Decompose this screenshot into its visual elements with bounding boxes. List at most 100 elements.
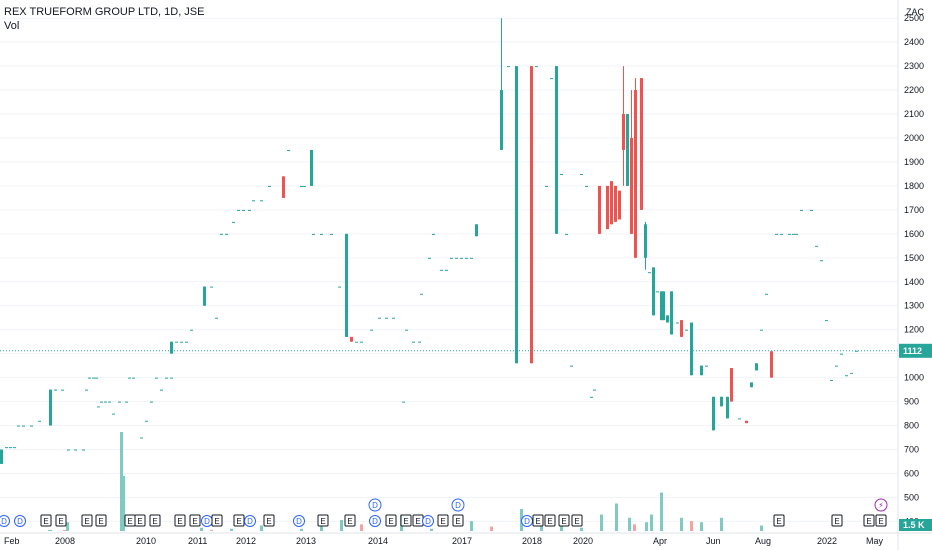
candle-body — [614, 185, 617, 222]
earnings-marker-label: E — [535, 517, 540, 526]
dividend-marker-icon[interactable]: D — [244, 515, 256, 527]
candle — [765, 293, 768, 295]
dividend-marker-label: D — [247, 517, 253, 526]
volume-bar — [560, 525, 563, 531]
earnings-marker-icon[interactable]: E — [400, 514, 412, 527]
dividend-marker-icon[interactable]: D — [369, 515, 381, 527]
candle — [61, 389, 64, 391]
candle — [282, 176, 285, 198]
candle — [203, 286, 206, 306]
earnings-marker-icon[interactable]: E — [317, 514, 329, 527]
earnings-marker-icon[interactable]: E — [211, 514, 223, 527]
earnings-marker-icon[interactable]: E — [831, 514, 843, 527]
candle — [402, 401, 405, 403]
candle-body — [745, 420, 748, 424]
candle-body — [125, 401, 128, 403]
volume-bar — [360, 524, 363, 531]
candle — [475, 224, 478, 237]
earnings-marker-icon[interactable]: E — [558, 514, 570, 527]
candle-body — [765, 293, 768, 295]
x-tick-label: 2014 — [368, 536, 388, 546]
candle-body — [815, 245, 818, 247]
earnings-marker-icon[interactable]: E — [385, 514, 397, 527]
candle-body — [460, 257, 463, 259]
earnings-marker-icon[interactable]: E — [124, 514, 136, 527]
earnings-marker-label: E — [776, 517, 781, 526]
candle — [412, 341, 415, 343]
volume-bar — [48, 530, 51, 531]
earnings-marker-icon[interactable]: E — [134, 514, 146, 527]
earnings-marker-icon[interactable]: E — [875, 514, 887, 527]
dividend-marker-icon[interactable]: D — [368, 498, 382, 512]
dividend-marker-icon[interactable]: D — [0, 515, 10, 527]
candle-body — [150, 401, 153, 403]
candle-body — [61, 389, 64, 391]
earnings-marker-label: E — [192, 517, 197, 526]
earnings-marker-icon[interactable]: E — [189, 514, 201, 527]
dividend-marker-icon[interactable]: D — [293, 515, 305, 527]
earnings-marker-icon[interactable]: E — [95, 514, 107, 527]
earnings-marker-icon[interactable]: E — [412, 514, 424, 527]
earnings-marker-icon[interactable]: E — [55, 514, 67, 527]
candle — [310, 149, 313, 186]
dividend-marker-icon[interactable]: D — [422, 515, 434, 527]
candle-body — [676, 322, 679, 324]
dividend-marker-circle — [422, 515, 434, 527]
earnings-marker-icon[interactable]: E — [544, 514, 556, 527]
earnings-marker-icon[interactable]: E — [863, 514, 875, 527]
dividend-marker-icon[interactable]: D — [201, 515, 213, 527]
earnings-marker-label: E — [347, 517, 352, 526]
volume-bar — [66, 522, 69, 531]
candle — [618, 190, 621, 220]
candle — [845, 375, 848, 377]
earnings-marker-icon[interactable]: E — [174, 514, 186, 527]
candle-body — [215, 317, 218, 319]
candle — [850, 372, 853, 374]
earnings-marker-icon[interactable]: E — [263, 514, 275, 527]
earnings-marker-label: E — [866, 517, 871, 526]
earnings-marker-icon[interactable]: E — [344, 514, 356, 527]
x-tick-label: 2010 — [136, 536, 156, 546]
candle — [385, 317, 388, 319]
dividend-marker-icon[interactable]: D — [521, 515, 533, 527]
y-tick-label: 1600 — [904, 229, 924, 239]
candle — [465, 257, 468, 259]
earnings-marker-icon[interactable]: E — [437, 514, 449, 527]
candle-body — [445, 269, 448, 271]
candle — [13, 447, 16, 449]
candle — [108, 401, 111, 403]
earnings-marker-icon[interactable]: E — [571, 514, 583, 527]
candle-body — [287, 149, 290, 151]
volume-bar — [720, 517, 723, 531]
candle — [355, 341, 358, 343]
candle — [49, 389, 52, 426]
candle — [775, 233, 778, 235]
candle-body — [232, 221, 235, 223]
marker-label: D — [372, 501, 378, 510]
candle-body — [155, 377, 158, 379]
dividend-marker-icon[interactable]: D — [14, 515, 26, 527]
earnings-marker-box — [544, 514, 556, 527]
earnings-marker-icon[interactable]: E — [81, 514, 93, 527]
candle-body — [850, 372, 853, 374]
volume-bar — [320, 522, 323, 531]
marker-label: ⚡ — [878, 501, 884, 510]
candle-body — [570, 365, 573, 367]
candle-body — [132, 377, 135, 379]
candle-body — [705, 365, 708, 367]
event-markers[interactable]: D D E E E E E E E E E D E E D E D E E D E E E D E E D E E E E E E E ED D ⚡ — [0, 498, 888, 527]
earnings-marker-icon[interactable]: E — [40, 514, 52, 527]
dividend-marker-icon[interactable]: D — [451, 498, 465, 512]
earnings-marker-icon[interactable]: E — [233, 514, 245, 527]
candle-body — [252, 200, 255, 202]
candle-body — [825, 320, 828, 322]
candle — [312, 233, 315, 235]
split-marker-icon[interactable]: ⚡ — [874, 498, 888, 512]
y-tick-label: 1200 — [904, 325, 924, 335]
earnings-marker-icon[interactable]: E — [149, 514, 161, 527]
earnings-marker-icon[interactable]: E — [532, 514, 544, 527]
earnings-marker-icon[interactable]: E — [452, 514, 464, 527]
y-tick-label: 2200 — [904, 85, 924, 95]
earnings-marker-icon[interactable]: E — [773, 514, 785, 527]
